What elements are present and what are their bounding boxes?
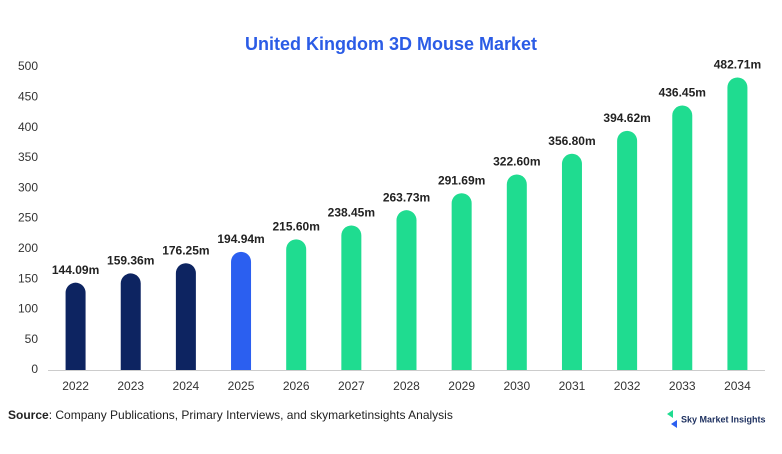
value-label: 215.60m xyxy=(273,220,320,234)
y-tick-label: 300 xyxy=(18,180,38,194)
y-tick-label: 250 xyxy=(18,211,38,225)
source: Source: Company Publications, Primary In… xyxy=(8,408,453,422)
x-tick-label: 2023 xyxy=(117,379,144,393)
bar xyxy=(120,273,141,370)
y-tick-label: 100 xyxy=(18,302,38,316)
x-tick-label: 2032 xyxy=(614,379,641,393)
chart-title: United Kingdom 3D Mouse Market xyxy=(245,34,537,54)
source-text: : Company Publications, Primary Intervie… xyxy=(49,408,453,422)
logo-icon xyxy=(667,410,677,428)
bar xyxy=(286,239,307,370)
y-tick-label: 50 xyxy=(25,332,39,346)
source-label: Source xyxy=(8,408,49,422)
y-tick-label: 400 xyxy=(18,120,38,134)
x-tick-label: 2024 xyxy=(173,379,200,393)
bar xyxy=(65,282,86,370)
y-tick-label: 450 xyxy=(18,89,38,103)
value-label: 322.60m xyxy=(493,155,540,169)
value-label: 356.80m xyxy=(548,134,595,148)
value-label: 482.71m xyxy=(714,58,761,72)
x-tick-label: 2027 xyxy=(338,379,365,393)
y-tick-label: 350 xyxy=(18,150,38,164)
value-label: 436.45m xyxy=(659,86,706,100)
bar xyxy=(506,174,527,370)
y-tick-label: 150 xyxy=(18,271,38,285)
value-label: 394.62m xyxy=(603,111,650,125)
value-label: 291.69m xyxy=(438,173,485,187)
value-label: 159.36m xyxy=(107,254,154,268)
x-tick-label: 2025 xyxy=(228,379,255,393)
bar xyxy=(396,210,417,370)
bar xyxy=(672,105,693,371)
x-tick-label: 2022 xyxy=(62,379,89,393)
bar xyxy=(617,130,638,370)
value-label: 144.09m xyxy=(52,263,99,277)
logo-text: Sky Market Insights xyxy=(681,414,766,424)
value-label: 263.73m xyxy=(383,190,430,204)
x-tick-label: 2030 xyxy=(503,379,530,393)
x-tick-label: 2031 xyxy=(559,379,586,393)
x-tick-label: 2028 xyxy=(393,379,420,393)
x-tick-label: 2034 xyxy=(724,379,751,393)
y-tick-label: 200 xyxy=(18,241,38,255)
bar xyxy=(231,251,252,370)
bar xyxy=(451,193,472,370)
bar xyxy=(561,153,582,370)
x-tick-label: 2026 xyxy=(283,379,310,393)
x-tick-label: 2029 xyxy=(448,379,475,393)
bar xyxy=(341,225,362,370)
bar xyxy=(175,263,196,370)
value-label: 238.45m xyxy=(328,206,375,220)
x-tick-label: 2033 xyxy=(669,379,696,393)
value-label: 194.94m xyxy=(217,232,264,246)
bar xyxy=(727,77,748,371)
y-tick-label: 500 xyxy=(18,59,38,73)
y-tick-label: 0 xyxy=(31,362,38,376)
value-label: 176.25m xyxy=(162,243,209,257)
